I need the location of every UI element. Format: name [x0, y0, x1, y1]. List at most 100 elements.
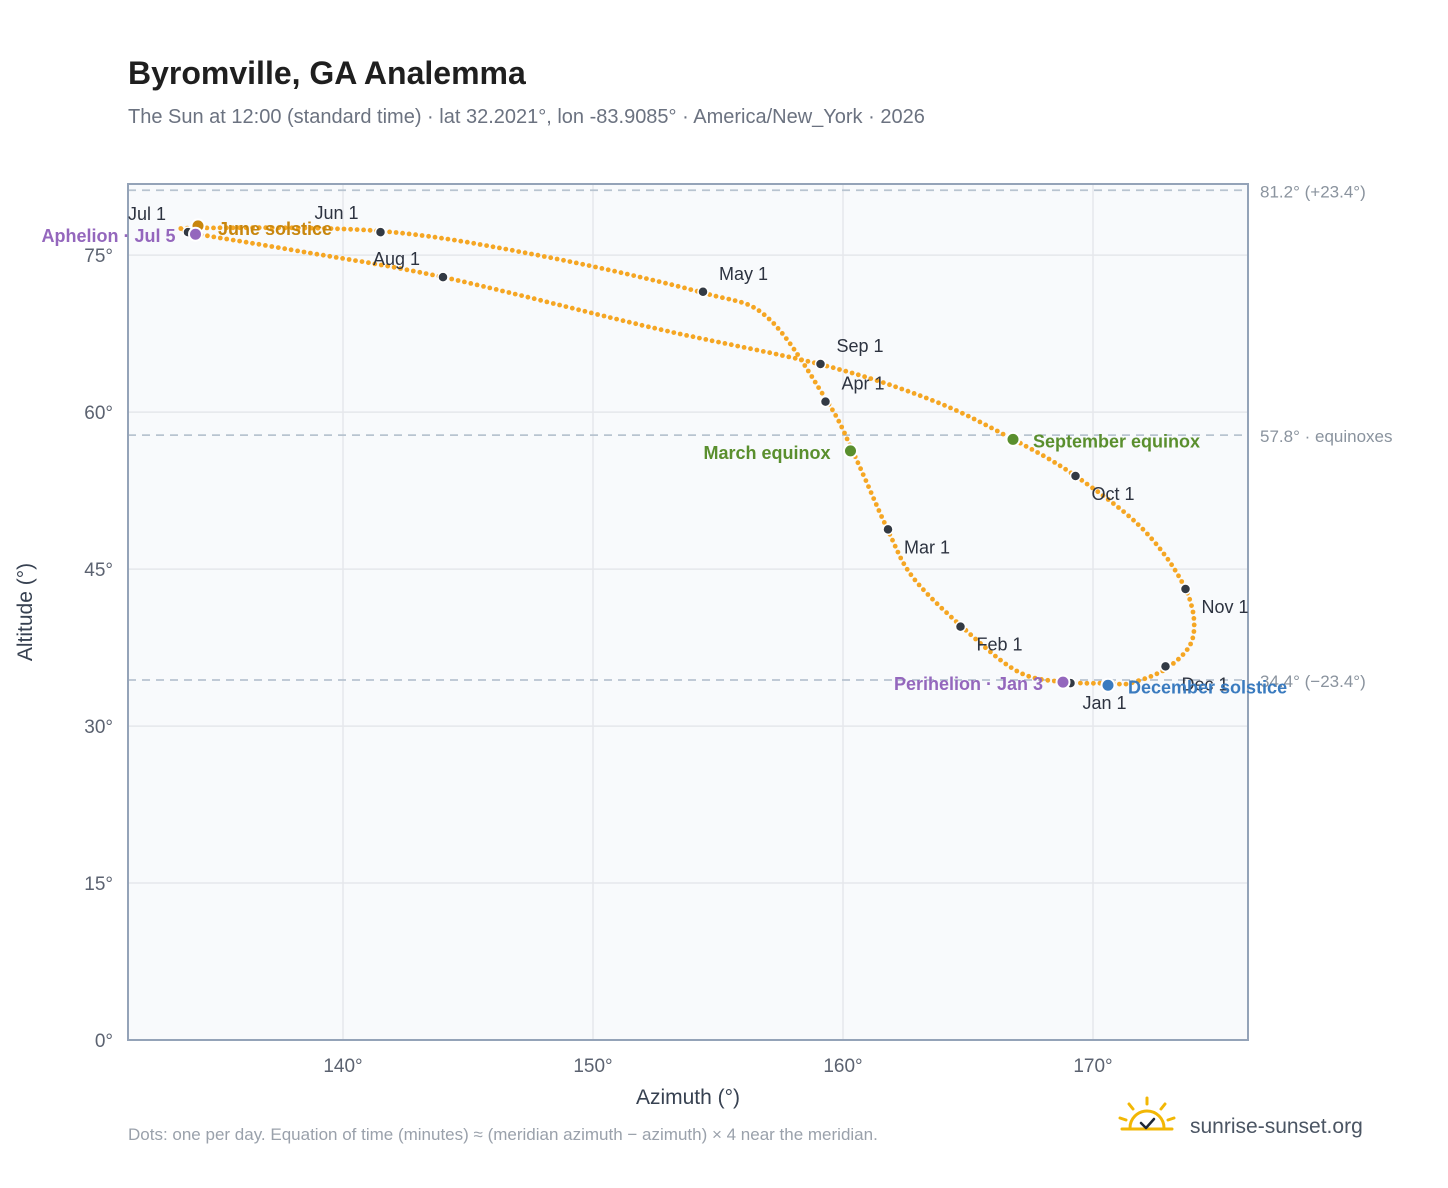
day-dot — [939, 605, 945, 611]
month-label: Feb 1 — [977, 635, 1023, 655]
month-label: Sep 1 — [837, 336, 884, 356]
day-dot — [464, 239, 470, 245]
chart-title: Byromville, GA Analemma — [128, 55, 526, 91]
day-dot — [709, 338, 715, 344]
day-dot — [745, 302, 750, 307]
day-dot — [340, 256, 345, 261]
day-dot — [728, 342, 734, 348]
y-tick-label: 45° — [84, 560, 113, 581]
day-dot — [816, 385, 821, 390]
day-dot — [761, 312, 767, 318]
day-dot — [391, 264, 397, 270]
day-dot — [346, 257, 352, 262]
day-dot — [567, 259, 573, 264]
day-dot — [588, 310, 594, 316]
day-dot — [1091, 680, 1096, 686]
day-dot — [978, 641, 983, 646]
day-dot — [497, 245, 502, 251]
month-label: Mar 1 — [904, 537, 950, 557]
day-dot — [633, 321, 639, 327]
day-dot — [863, 478, 869, 483]
day-dot — [675, 283, 681, 289]
month-markers: Jan 1 Feb 1 Mar 1 Apr 1 May 1 Jun 1 Jul 1 Aug 1… — [128, 203, 1249, 713]
day-dot — [780, 353, 785, 358]
y-tick-label: 30° — [84, 717, 113, 738]
day-dot — [671, 330, 677, 335]
day-dot — [544, 299, 550, 305]
day-dot — [968, 632, 974, 638]
day-dot — [948, 405, 953, 411]
day-dot — [732, 298, 738, 303]
day-dot — [563, 304, 569, 309]
day-dot — [295, 225, 301, 231]
day-dot — [690, 334, 696, 340]
day-dot — [474, 282, 480, 288]
day-dot — [650, 277, 656, 283]
day-dot — [535, 252, 541, 258]
brand-name[interactable]: sunrise-sunset.org — [1190, 1115, 1363, 1138]
day-dot — [1111, 501, 1116, 506]
y-tick-label: 15° — [84, 874, 113, 895]
day-dot — [1142, 676, 1148, 682]
day-dot — [471, 240, 477, 246]
day-dot — [901, 561, 907, 567]
day-dot — [618, 270, 624, 276]
day-dot — [211, 234, 217, 240]
day-dot — [302, 225, 308, 231]
day-dot — [684, 333, 689, 338]
day-dot — [1023, 443, 1029, 449]
event-label: Aphelion · Jul 5 — [41, 226, 175, 246]
month-label: Jan 1 — [1083, 693, 1127, 713]
day-dot — [965, 413, 971, 419]
day-dot — [842, 430, 847, 436]
month-label: Aug 1 — [373, 249, 420, 269]
day-dot — [309, 225, 314, 231]
day-dot — [977, 419, 983, 425]
day-dot — [783, 336, 789, 341]
day-dot — [954, 408, 959, 413]
day-dot — [417, 269, 423, 275]
day-dot — [1129, 680, 1135, 685]
day-dot — [1191, 616, 1197, 621]
day-dot — [322, 226, 327, 231]
day-dot — [1154, 671, 1160, 677]
day-dot — [506, 290, 512, 295]
day-dot — [1040, 453, 1046, 459]
day-dot — [263, 225, 269, 231]
day-dot — [1176, 656, 1181, 662]
day-dot — [353, 258, 358, 263]
plot-area — [128, 184, 1248, 1040]
day-dot — [805, 358, 811, 364]
day-dot — [1079, 477, 1085, 483]
day-dot — [631, 273, 637, 278]
x-axis-ticks: 140° 150° 160° 170° — [323, 1056, 1112, 1077]
day-dot — [398, 266, 403, 271]
day-dot — [378, 262, 384, 268]
day-dot — [605, 267, 611, 273]
day-dot — [269, 244, 275, 249]
day-dot — [1105, 497, 1111, 502]
day-dot — [1084, 680, 1090, 686]
day-dot — [385, 263, 391, 269]
day-dot — [646, 324, 651, 330]
day-dot — [658, 327, 664, 333]
day-dot — [998, 657, 1003, 663]
month-dot — [882, 523, 894, 536]
month-dot — [814, 358, 827, 370]
day-dot — [735, 343, 741, 349]
day-dot — [819, 390, 825, 396]
day-dot — [934, 601, 940, 607]
day-dot — [665, 328, 670, 334]
day-dot — [1117, 681, 1122, 687]
day-dot — [911, 391, 917, 396]
day-dot — [1131, 517, 1136, 523]
day-dot — [449, 276, 455, 282]
day-dot — [430, 272, 435, 278]
day-dot — [333, 255, 339, 260]
day-dot — [250, 225, 256, 231]
day-dot — [836, 418, 842, 424]
y-axis-label: Altitude (°) — [14, 563, 37, 661]
month-dot — [437, 271, 449, 283]
day-dot — [912, 577, 918, 583]
reference-line-label: 57.8° · equinoxes — [1260, 427, 1393, 446]
